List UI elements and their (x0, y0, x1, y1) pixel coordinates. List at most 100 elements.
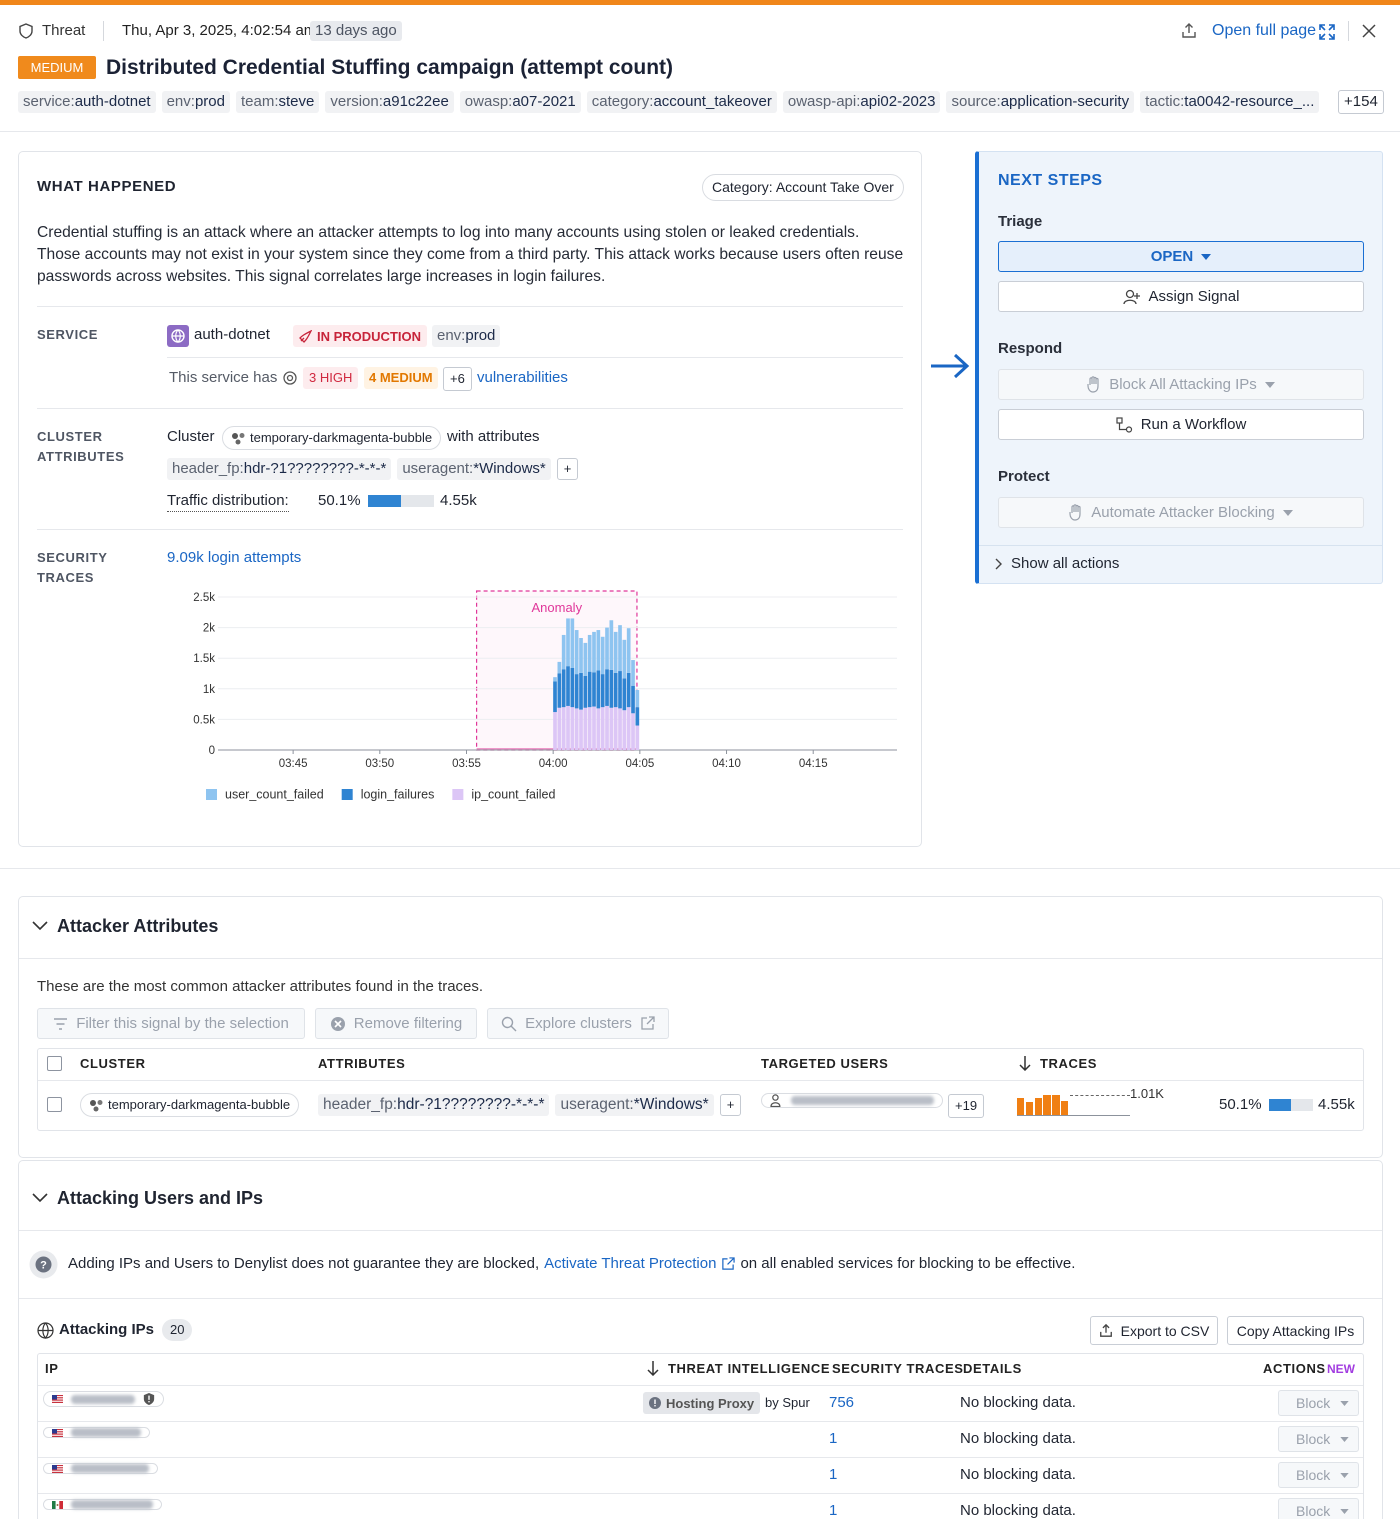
ip-pill[interactable] (43, 1499, 162, 1510)
ip-pill[interactable] (43, 1391, 164, 1407)
separator (103, 21, 104, 41)
svg-text:?: ? (40, 1260, 47, 1272)
security-traces[interactable]: 1 (829, 1502, 838, 1519)
new-badge: NEW (1327, 1362, 1355, 1376)
ip-pill[interactable] (43, 1463, 158, 1474)
spark-max-label: 1.01K (1130, 1086, 1164, 1101)
medium-count[interactable]: 4 MEDIUM (364, 367, 438, 389)
redacted-ip (71, 1500, 153, 1509)
button-text: Block All Attacking IPs (1109, 376, 1257, 393)
tag-chip: header_fp: hdr-?1????????-*-*-* (167, 458, 392, 480)
step-label: Protect (998, 468, 1050, 485)
user-pill[interactable] (761, 1093, 943, 1108)
chevron[interactable] (32, 1192, 48, 1203)
chevron[interactable] (994, 558, 1002, 570)
sort-icon[interactable] (1019, 1055, 1031, 1071)
separator (1348, 21, 1349, 41)
security-traces[interactable]: 1 (829, 1430, 838, 1447)
export-button[interactable]: Export to CSV (1090, 1316, 1218, 1345)
env-chip: env: prod (432, 325, 501, 347)
button-text: Run a Workflow (1140, 416, 1247, 433)
divider (37, 306, 903, 307)
chip-value: auth-dotnet (74, 93, 151, 110)
more-tags[interactable]: +154 (1338, 90, 1384, 114)
button-text: Filter this signal by the selection (76, 1015, 289, 1032)
bar-segment (587, 671, 592, 708)
spark-bar (1025, 1102, 1034, 1115)
details: No blocking data. (960, 1394, 1076, 1411)
kind: Threat (42, 22, 86, 39)
bar-segment (566, 618, 570, 667)
field-label: CLUSTER ATTRIBUTES (37, 429, 125, 464)
x-tick-label: 03:50 (365, 758, 394, 770)
production-text: IN PRODUCTION (317, 328, 421, 344)
y-tick-label: 1k (203, 684, 215, 696)
copy-button[interactable]: Copy Attacking IPs (1227, 1316, 1364, 1345)
divider (0, 131, 1400, 132)
open-full-page[interactable]: Open full page (1212, 22, 1317, 39)
timestamp: Thu, Apr 3, 2025, 4:02:54 am (122, 22, 317, 39)
bar-segment (557, 707, 562, 750)
column-header: TARGETED USERS (761, 1056, 889, 1071)
chip-value: a91c22ee (382, 93, 449, 110)
status-dropdown[interactable]: OPEN (998, 241, 1364, 272)
bar-segment (561, 634, 566, 670)
bar-segment (583, 642, 588, 676)
button-text: Assign Signal (1148, 288, 1240, 305)
cluster-pill[interactable]: temporary-darkmagenta-bubble (80, 1093, 300, 1117)
close-icon[interactable] (1362, 24, 1376, 38)
expand-icon[interactable] (1319, 24, 1335, 40)
ip-pill[interactable] (43, 1427, 150, 1438)
traces-link[interactable]: 9.09k login attempts (167, 549, 302, 566)
bar-segment (592, 672, 596, 707)
checkbox[interactable] (47, 1097, 62, 1112)
details: No blocking data. (960, 1502, 1076, 1519)
more-attributes[interactable]: + (556, 458, 579, 480)
more-users[interactable]: +19 (948, 1094, 985, 1118)
automate-button: Automate Attacker Blocking (998, 497, 1364, 528)
cluster-pill[interactable]: temporary-darkmagenta-bubble (222, 426, 442, 450)
percent-track (1269, 1099, 1313, 1111)
bar-segment (557, 661, 562, 674)
signal-title: Distributed Credential Stuffing campaign… (106, 56, 674, 79)
high-count[interactable]: 3 HIGH (303, 367, 359, 389)
attributes-table (37, 1048, 1364, 1131)
tag-chip: useragent: *Windows* (555, 1094, 714, 1116)
chevron[interactable] (32, 920, 48, 931)
sort-icon[interactable] (647, 1360, 659, 1376)
security-traces[interactable]: 756 (829, 1394, 855, 1411)
bar-segment (579, 709, 583, 750)
notice-prefix: Adding IPs and Users to Denylist does no… (68, 1255, 540, 1272)
show-all-actions[interactable]: Show all actions (1011, 555, 1120, 572)
assign-button[interactable]: Assign Signal (998, 281, 1364, 312)
bar-segment (570, 707, 575, 750)
export-icon[interactable] (1181, 22, 1197, 39)
workflow-button[interactable]: Run a Workflow (998, 409, 1364, 440)
checkbox[interactable] (47, 1056, 62, 1071)
chip-key: category: (591, 93, 654, 110)
shield-icon (19, 23, 33, 39)
details: No blocking data. (960, 1466, 1076, 1483)
vulnerabilities-link[interactable]: vulnerabilities (477, 369, 568, 386)
divider (167, 357, 903, 358)
more-vulnerabilities[interactable]: +6 (443, 367, 472, 391)
service-name[interactable]: auth-dotnet (194, 326, 270, 343)
section-title[interactable]: Attacking Users and IPs (57, 1188, 264, 1208)
y-tick-label: 1.5k (193, 653, 215, 665)
bar-segment (635, 707, 640, 726)
more-attributes[interactable]: + (719, 1094, 742, 1116)
bar-segment (553, 712, 557, 750)
user-icon (770, 1094, 781, 1107)
count: 4.55k (1318, 1096, 1355, 1113)
description: Credential stuffing is an attack where a… (37, 224, 904, 285)
ips-count: 20 (162, 1319, 193, 1341)
row-divider (38, 1493, 1363, 1494)
bar-segment (613, 631, 618, 673)
notice-link[interactable]: Activate Threat Protection (544, 1255, 717, 1272)
security-traces[interactable]: 1 (829, 1466, 838, 1483)
spark-bar (1034, 1097, 1042, 1115)
section-title: WHAT HAPPENED (37, 178, 177, 195)
section-title[interactable]: Attacker Attributes (57, 916, 219, 936)
